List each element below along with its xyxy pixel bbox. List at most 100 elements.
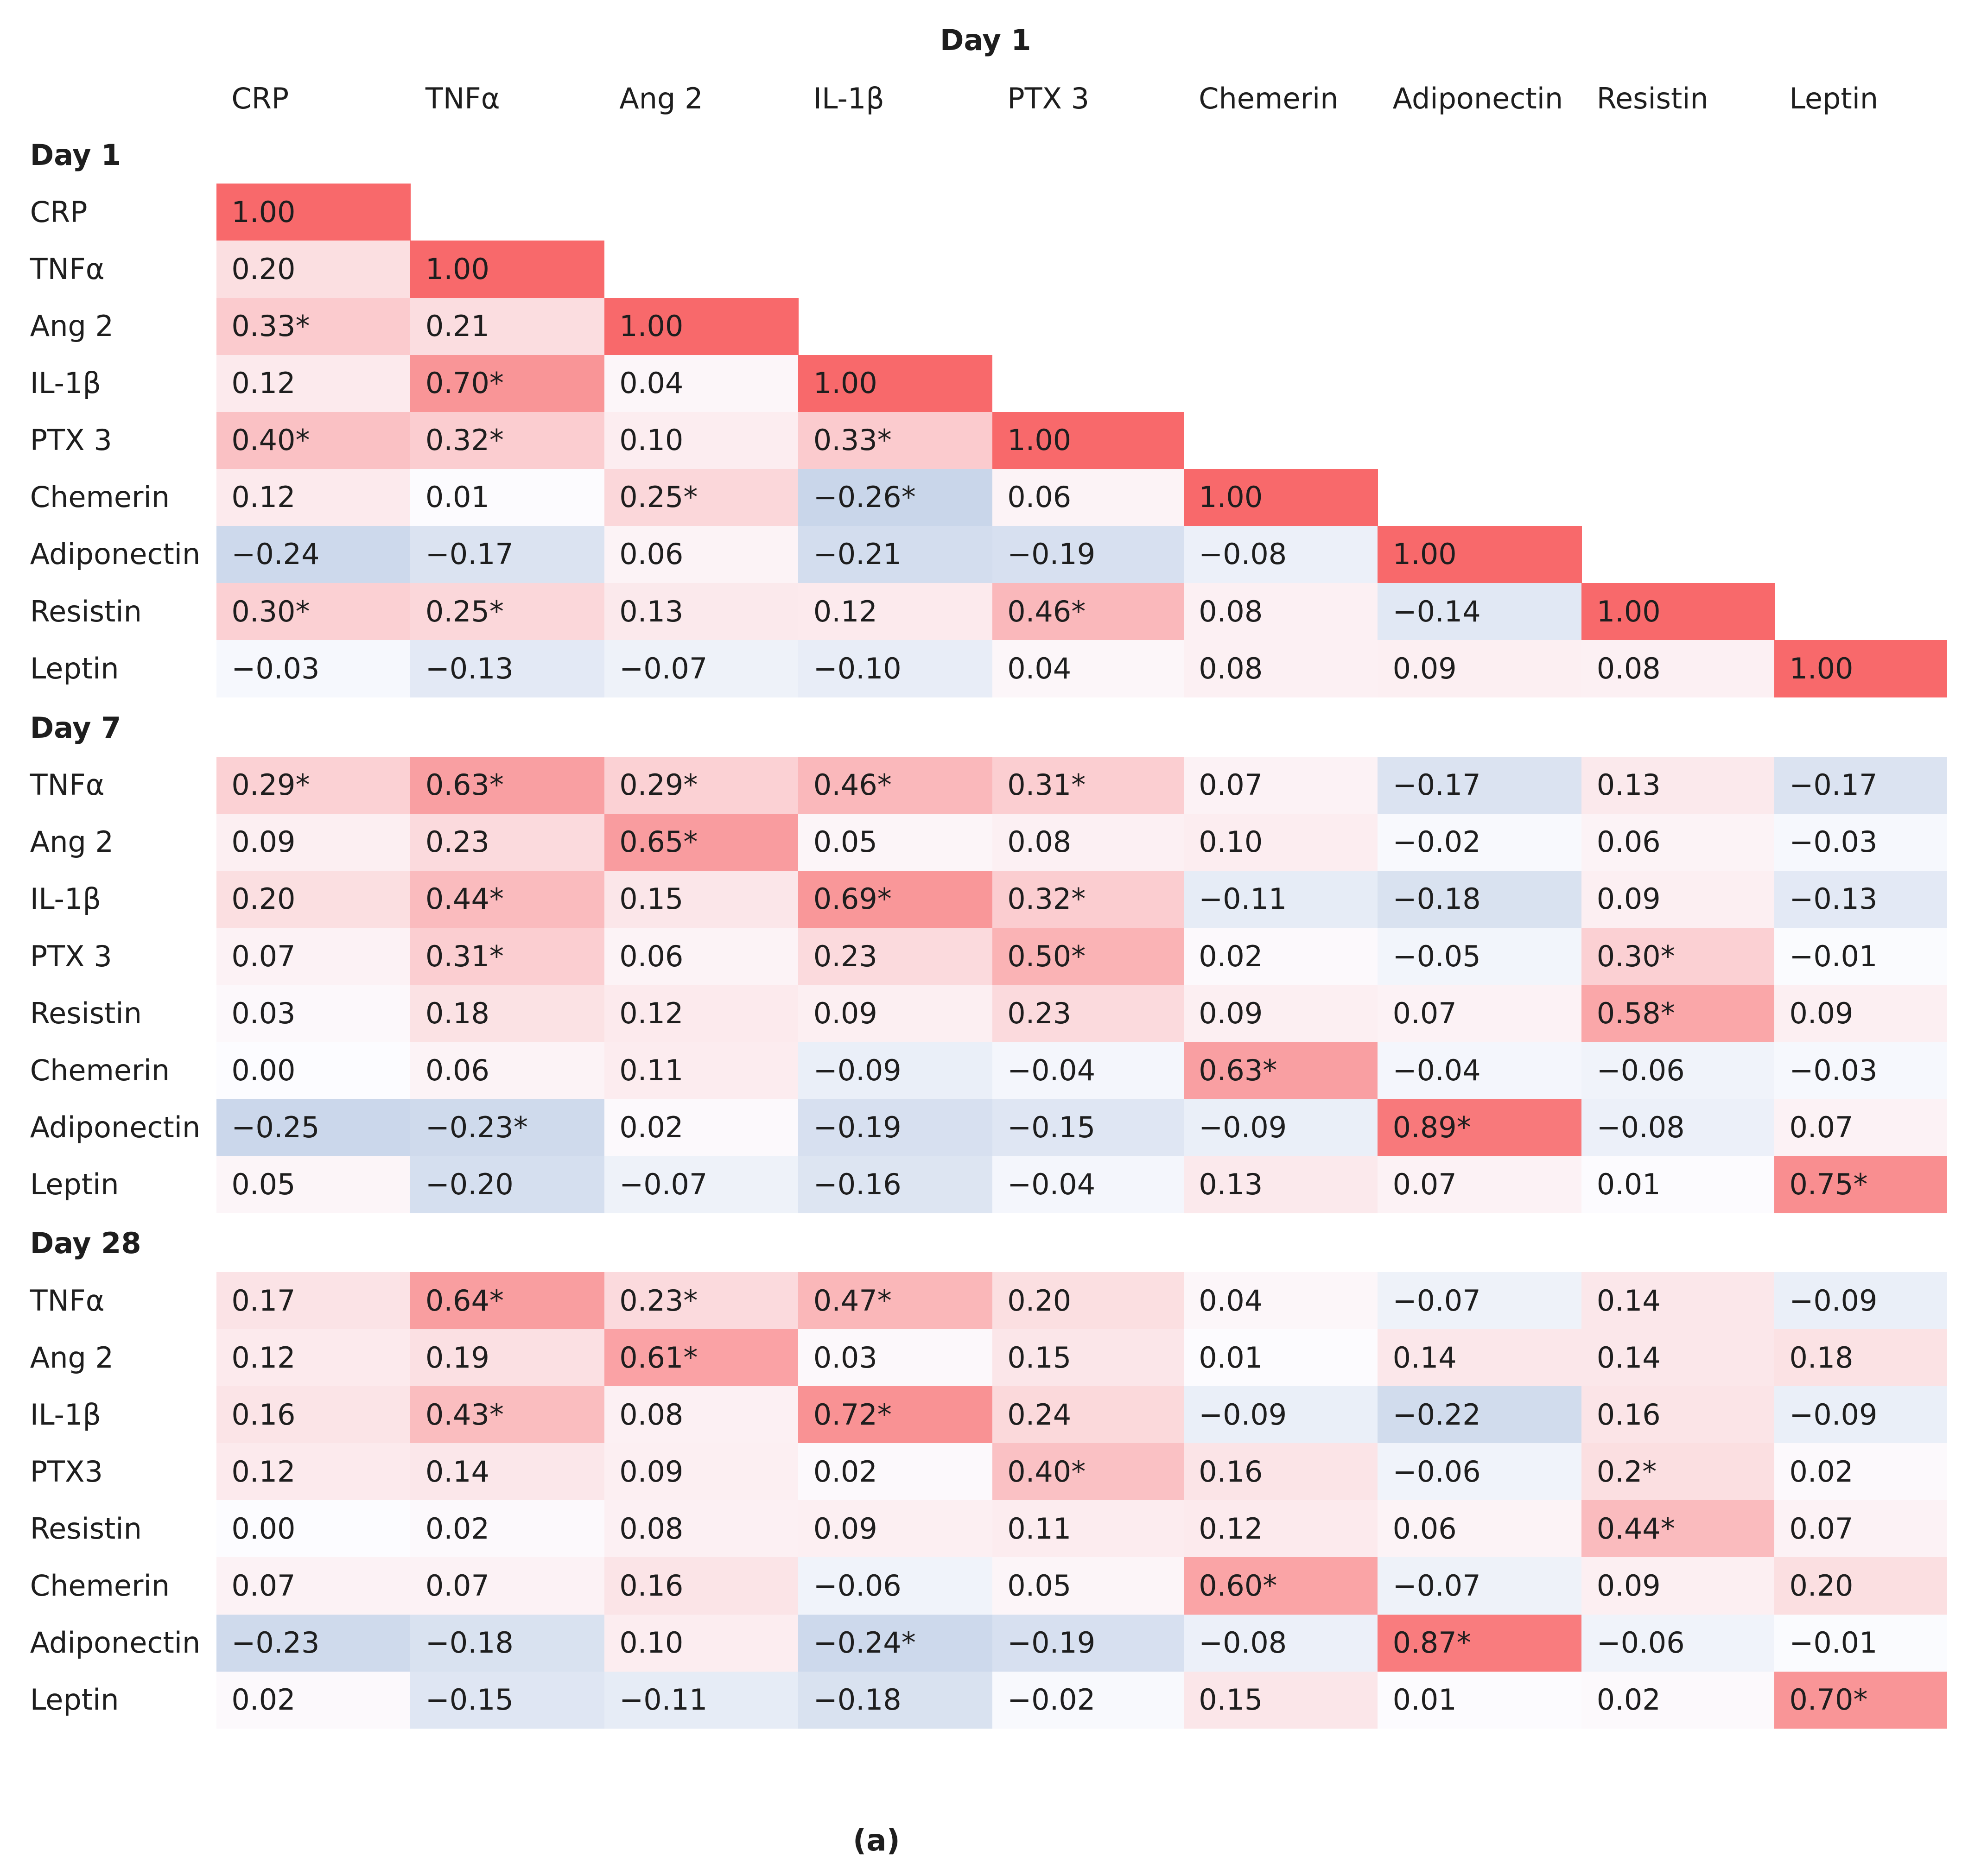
cell-value: 0.23 [813,939,877,973]
cell-value: 1.00 [1392,537,1457,571]
cell-value: 0.29* [231,768,310,802]
heatmap-cell [1581,1329,1775,1387]
heatmap-cell [1581,1156,1775,1214]
chart-title: Day 1 [940,23,1031,57]
cell-value: 0.09 [1789,996,1854,1030]
row-label-resistin: Resistin [30,1511,142,1546]
cell-value: 0.64* [425,1283,504,1318]
heatmap-cell [1378,1671,1582,1729]
heatmap-cell [410,1557,605,1615]
cell-value: 0.18 [1789,1340,1854,1375]
cell-value: −0.08 [1199,537,1287,571]
row-label-il-1b: IL-1β [30,366,101,400]
cell-value: −0.08 [1199,1626,1287,1660]
column-header-tnfa: TNFα [425,82,500,116]
cell-value: 0.33* [813,423,892,457]
cell-value: −0.09 [1789,1283,1878,1318]
cell-value: −0.07 [1392,1283,1481,1318]
cell-value: 0.23* [619,1283,698,1318]
heatmap-cell [604,985,799,1042]
heatmap-cell [216,1099,411,1156]
cell-value: 0.06 [1392,1511,1457,1546]
heatmap-cell [992,756,1184,814]
cell-value: −0.09 [1199,1397,1287,1432]
heatmap-cell [1183,1156,1378,1214]
cell-value: 0.13 [619,594,684,628]
row-label-chemerin: Chemerin [30,480,170,514]
heatmap-cell [1183,1042,1378,1099]
heatmap-cell [798,1614,993,1672]
heatmap-cell [1581,583,1775,640]
cell-value: 0.75* [1789,1167,1868,1201]
heatmap-cell [798,985,993,1042]
heatmap-cell [1581,813,1775,871]
cell-value: 0.08 [1596,651,1661,685]
heatmap-cell [604,640,799,697]
heatmap-cell [1581,985,1775,1042]
heatmap-cell [410,526,605,583]
cell-value: −0.02 [1007,1683,1096,1717]
heatmap-cell [798,1156,993,1214]
cell-value: −0.21 [813,537,902,571]
cell-value: 0.08 [1199,651,1263,685]
heatmap-cell [1183,928,1378,985]
heatmap-cell [216,241,411,298]
cell-value: −0.14 [1392,594,1481,628]
row-label-crp: CRP [30,195,88,229]
cell-value: 1.00 [1199,480,1263,514]
cell-value: 0.09 [813,1511,877,1546]
heatmap-cell [992,1042,1184,1099]
row-label-adiponectin: Adiponectin [30,1626,201,1660]
cell-value: 0.07 [231,939,296,973]
cell-value: 0.07 [1789,1511,1854,1546]
heatmap-cell [798,928,993,985]
cell-value: 0.70* [425,366,504,400]
cell-value: 0.70* [1789,1683,1868,1717]
cell-value: 0.20 [231,882,296,916]
heatmap-cell [410,1671,605,1729]
cell-value: 0.58* [1596,996,1675,1030]
heatmap-cell [1774,1386,1948,1444]
heatmap-cell [1581,1272,1775,1330]
heatmap-cell [604,412,799,469]
cell-value: 0.09 [1199,996,1263,1030]
cell-value: 0.23 [425,825,489,859]
heatmap-cell [1378,1557,1582,1615]
heatmap-cell [1581,1671,1775,1729]
cell-value: 0.02 [425,1511,489,1546]
cell-value: −0.11 [619,1683,708,1717]
cell-value: 0.16 [1199,1454,1263,1489]
heatmap-cell [1183,1614,1378,1672]
heatmap-cell [992,1272,1184,1330]
heatmap-cell [798,355,993,412]
cell-value: 0.29* [619,768,698,802]
cell-value: 0.07 [1199,768,1263,802]
cell-value: 0.06 [619,939,684,973]
cell-value: 0.47* [813,1283,892,1318]
cell-value: 0.13 [1596,768,1661,802]
heatmap-cell [1183,1099,1378,1156]
cell-value: 0.2* [1596,1454,1657,1489]
heatmap-cell [1581,1443,1775,1501]
heatmap-cell [798,1557,993,1615]
cell-value: −0.18 [425,1626,514,1660]
heatmap-cell [798,813,993,871]
heatmap-cell [410,1443,605,1501]
cell-value: 0.31* [425,939,504,973]
heatmap-cell [992,1557,1184,1615]
cell-value: −0.06 [1596,1626,1685,1660]
heatmap-cell [1378,813,1582,871]
heatmap-cell [1378,870,1582,928]
cell-value: 0.32* [1007,882,1086,916]
heatmap-cell [1774,1614,1948,1672]
heatmap-cell [798,1386,993,1444]
cell-value: 0.14 [425,1454,489,1489]
row-label-chemerin: Chemerin [30,1053,170,1087]
column-header-leptin: Leptin [1789,82,1879,116]
cell-value: 0.15 [1007,1340,1072,1375]
heatmap-cell [1378,1614,1582,1672]
cell-value: −0.13 [425,651,514,685]
cell-value: 0.46* [813,768,892,802]
heatmap-cell [1378,1500,1582,1558]
column-header-ang-2: Ang 2 [619,82,703,116]
